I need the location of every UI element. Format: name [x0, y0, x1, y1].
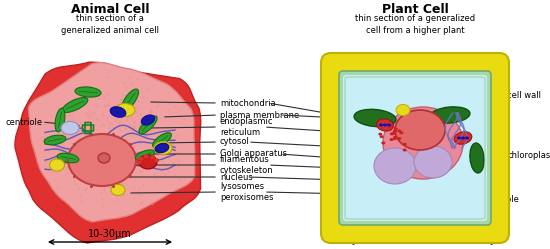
FancyBboxPatch shape [339, 71, 491, 225]
Ellipse shape [388, 125, 392, 128]
Text: vacuole: vacuole [487, 195, 520, 204]
Text: cell wall: cell wall [507, 90, 541, 100]
Ellipse shape [461, 136, 465, 139]
Ellipse shape [399, 131, 404, 134]
Ellipse shape [374, 148, 416, 184]
Ellipse shape [354, 109, 396, 127]
Text: centriole: centriole [5, 118, 42, 126]
Text: thin section of a
generalized animal cell: thin section of a generalized animal cel… [61, 14, 159, 35]
Ellipse shape [414, 146, 452, 178]
Ellipse shape [383, 124, 387, 126]
Ellipse shape [397, 137, 401, 140]
Ellipse shape [110, 107, 126, 117]
Ellipse shape [55, 108, 65, 132]
Ellipse shape [379, 124, 383, 126]
Ellipse shape [387, 124, 391, 126]
Ellipse shape [154, 158, 159, 162]
Ellipse shape [68, 134, 136, 186]
Text: Plant Cell: Plant Cell [382, 3, 448, 16]
Ellipse shape [61, 122, 79, 134]
Ellipse shape [115, 104, 135, 117]
Ellipse shape [388, 124, 392, 127]
Ellipse shape [98, 153, 110, 163]
Ellipse shape [377, 119, 393, 131]
Ellipse shape [454, 132, 472, 144]
Ellipse shape [389, 138, 394, 141]
Ellipse shape [153, 133, 172, 147]
Text: cytosol: cytosol [220, 137, 250, 146]
Ellipse shape [139, 155, 157, 169]
Ellipse shape [393, 136, 397, 139]
Ellipse shape [378, 133, 382, 136]
Text: mitochondria: mitochondria [220, 99, 276, 108]
Text: Golgi apparatus: Golgi apparatus [220, 149, 287, 159]
Ellipse shape [154, 141, 172, 154]
Ellipse shape [136, 160, 141, 164]
Text: endoplasmic
reticulum: endoplasmic reticulum [220, 117, 273, 137]
Text: filamentous
cytoskeleton: filamentous cytoskeleton [220, 155, 274, 175]
PathPatch shape [15, 62, 201, 243]
PathPatch shape [29, 62, 195, 222]
Text: chloroplast: chloroplast [507, 150, 550, 160]
Ellipse shape [381, 141, 386, 144]
Ellipse shape [470, 143, 484, 173]
Ellipse shape [122, 89, 139, 111]
Text: lysosomes
peroxisomes: lysosomes peroxisomes [220, 182, 273, 202]
Ellipse shape [430, 107, 470, 123]
Text: 10-100μm: 10-100μm [397, 229, 447, 239]
Ellipse shape [403, 143, 406, 146]
Text: thin section of a generalized
cell from a higher plant: thin section of a generalized cell from … [355, 14, 475, 35]
Ellipse shape [390, 132, 394, 135]
Ellipse shape [394, 127, 398, 130]
FancyBboxPatch shape [321, 53, 509, 243]
Ellipse shape [135, 150, 155, 160]
Ellipse shape [142, 158, 154, 166]
Ellipse shape [457, 136, 461, 139]
Text: Animal Cell: Animal Cell [71, 3, 149, 16]
Ellipse shape [44, 135, 66, 145]
Ellipse shape [139, 116, 157, 134]
Ellipse shape [150, 155, 155, 159]
Ellipse shape [393, 129, 397, 132]
Ellipse shape [141, 115, 155, 125]
Ellipse shape [75, 87, 101, 97]
Ellipse shape [50, 159, 64, 171]
Ellipse shape [379, 135, 384, 138]
Ellipse shape [393, 137, 397, 140]
FancyBboxPatch shape [343, 75, 487, 221]
Ellipse shape [383, 107, 463, 179]
Ellipse shape [111, 185, 125, 195]
Ellipse shape [391, 132, 395, 135]
Ellipse shape [403, 148, 406, 152]
Ellipse shape [62, 98, 88, 113]
Ellipse shape [138, 156, 144, 160]
Text: plasma membrane: plasma membrane [220, 111, 299, 120]
Ellipse shape [395, 110, 445, 150]
Ellipse shape [393, 131, 397, 134]
Ellipse shape [144, 154, 149, 158]
Ellipse shape [397, 129, 401, 132]
Ellipse shape [57, 153, 79, 163]
Ellipse shape [155, 143, 169, 153]
Text: nucleus: nucleus [220, 173, 253, 182]
Text: 10-30μm: 10-30μm [88, 229, 132, 239]
Ellipse shape [465, 136, 469, 139]
Ellipse shape [396, 105, 410, 116]
